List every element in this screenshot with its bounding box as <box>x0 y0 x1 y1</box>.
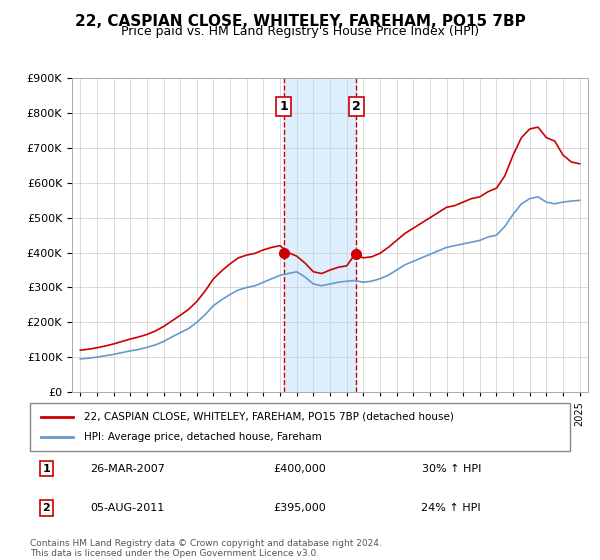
Text: 2: 2 <box>352 100 361 113</box>
Text: Price paid vs. HM Land Registry's House Price Index (HPI): Price paid vs. HM Land Registry's House … <box>121 25 479 38</box>
FancyBboxPatch shape <box>30 403 570 451</box>
Text: 24% ↑ HPI: 24% ↑ HPI <box>421 503 481 513</box>
Bar <box>284 78 356 392</box>
Text: 22, CASPIAN CLOSE, WHITELEY, FAREHAM, PO15 7BP: 22, CASPIAN CLOSE, WHITELEY, FAREHAM, PO… <box>74 14 526 29</box>
Text: 1: 1 <box>43 464 50 474</box>
Text: £400,000: £400,000 <box>274 464 326 474</box>
Text: 30% ↑ HPI: 30% ↑ HPI <box>422 464 481 474</box>
Text: £395,000: £395,000 <box>274 503 326 513</box>
Text: Contains HM Land Registry data © Crown copyright and database right 2024.
This d: Contains HM Land Registry data © Crown c… <box>30 539 382 558</box>
Text: 22, CASPIAN CLOSE, WHITELEY, FAREHAM, PO15 7BP (detached house): 22, CASPIAN CLOSE, WHITELEY, FAREHAM, PO… <box>84 412 454 422</box>
Text: 2: 2 <box>43 503 50 513</box>
Text: HPI: Average price, detached house, Fareham: HPI: Average price, detached house, Fare… <box>84 432 322 442</box>
Text: 05-AUG-2011: 05-AUG-2011 <box>90 503 164 513</box>
Text: 26-MAR-2007: 26-MAR-2007 <box>90 464 164 474</box>
Text: 1: 1 <box>280 100 288 113</box>
